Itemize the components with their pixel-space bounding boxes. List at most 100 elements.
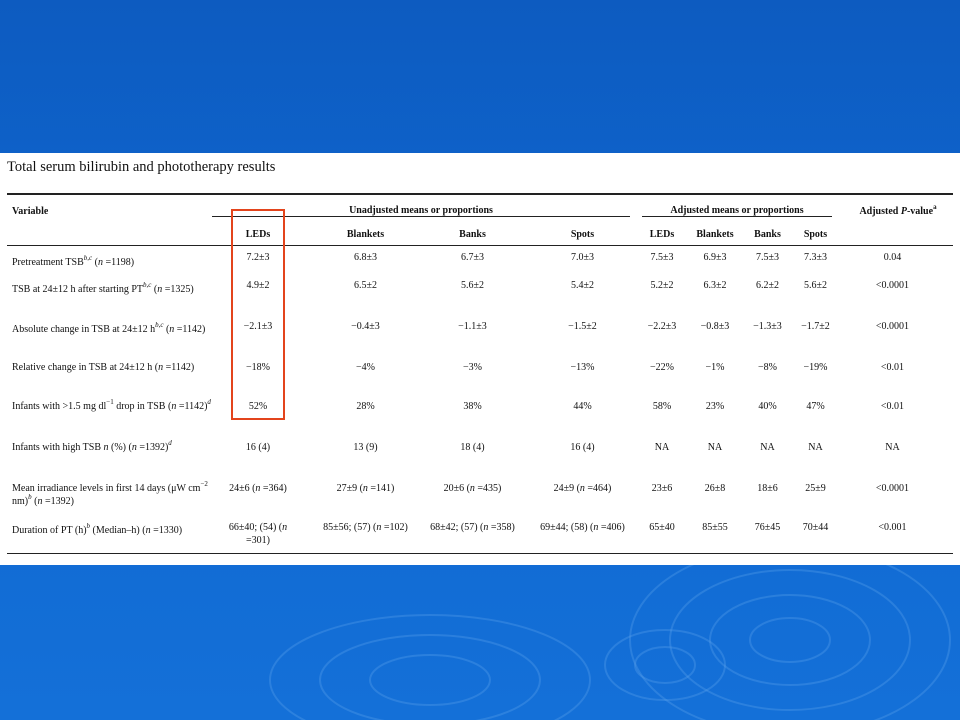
table-cell: NA bbox=[707, 442, 723, 453]
table-cell: 68±42; (57) (n =358) bbox=[430, 522, 515, 533]
table-cell: 18 (4) bbox=[460, 442, 485, 453]
table-cell-pvalue: 0.04 bbox=[883, 252, 902, 263]
header-unadj-blankets: Blankets bbox=[346, 229, 385, 240]
table-cell-pvalue: NA bbox=[885, 442, 900, 453]
top-rule bbox=[7, 193, 953, 195]
table-cell: −1.7±2 bbox=[801, 321, 830, 332]
table-cell: −1% bbox=[705, 362, 725, 373]
table-cell: 27±9 (n =141) bbox=[336, 483, 395, 494]
table-cell: −1.1±3 bbox=[458, 321, 487, 332]
table-cell: 52% bbox=[248, 401, 268, 412]
table-cell: 66±40; (54) (n =301) bbox=[228, 522, 288, 546]
table-cell: 5.2±2 bbox=[650, 280, 674, 291]
table-cell: −0.4±3 bbox=[351, 321, 380, 332]
table-cell: 16 (4) bbox=[245, 442, 271, 453]
table-cell: 16 (4) bbox=[570, 442, 595, 453]
table-cell: 28% bbox=[356, 401, 375, 412]
table-cell: −1.5±2 bbox=[568, 321, 597, 332]
table-cell: 20±6 (n =435) bbox=[443, 483, 502, 494]
table-cell: −13% bbox=[570, 362, 595, 373]
table-cell: 7.3±3 bbox=[804, 252, 827, 263]
row-label: Absolute change in TSB at 24±12 hb,c (n … bbox=[12, 321, 206, 336]
table-cell: 25±9 bbox=[805, 483, 826, 494]
table-cell: −8% bbox=[758, 362, 777, 373]
table-cell: 44% bbox=[573, 401, 592, 412]
table-cell: −18% bbox=[246, 362, 270, 373]
table-cell: 40% bbox=[758, 401, 777, 412]
row-label: Duration of PT (h)b (Median–h) (n =1330) bbox=[12, 522, 183, 537]
table-cell: NA bbox=[654, 442, 670, 453]
adjusted-group-rule bbox=[642, 216, 832, 217]
row-label: Infants with >1.5 mg dl−1 drop in TSB (n… bbox=[12, 398, 211, 413]
table-cell: 47% bbox=[806, 401, 825, 412]
table-cell: 13 (9) bbox=[353, 442, 378, 453]
header-unadj-leds: LEDs bbox=[245, 229, 271, 240]
table-cell-pvalue: <0.0001 bbox=[875, 321, 910, 332]
table-cell: 5.6±2 bbox=[461, 280, 484, 291]
header-bottom-rule bbox=[7, 245, 953, 246]
table-cell: NA bbox=[760, 442, 775, 453]
table-cell-pvalue: <0.0001 bbox=[875, 483, 910, 494]
table-cell: 7.0±3 bbox=[571, 252, 594, 263]
table-cell-pvalue: <0.001 bbox=[878, 522, 907, 533]
table-cell: 6.9±3 bbox=[703, 252, 727, 263]
header-variable: Variable bbox=[12, 206, 49, 217]
table-cell: 24±9 (n =464) bbox=[553, 483, 612, 494]
table-cell: −2.1±3 bbox=[243, 321, 273, 332]
table-cell: 6.2±2 bbox=[756, 280, 779, 291]
header-unadj-spots: Spots bbox=[570, 229, 595, 240]
table-cell: 18±6 bbox=[757, 483, 778, 494]
header-adjusted-group: Adjusted means or proportions bbox=[670, 205, 804, 216]
table-cell: 4.9±2 bbox=[246, 280, 270, 291]
table-cell: 7.5±3 bbox=[650, 252, 674, 263]
table-cell: −1.3±3 bbox=[753, 321, 782, 332]
table-cell: −2.2±3 bbox=[647, 321, 677, 332]
leds-column-highlight-box bbox=[231, 209, 285, 420]
table-cell-pvalue: <0.01 bbox=[880, 362, 905, 373]
table-cell: 5.4±2 bbox=[571, 280, 594, 291]
table-cell: −4% bbox=[356, 362, 375, 373]
row-label: Infants with high TSB n (%) (n =1392)d bbox=[12, 439, 172, 454]
header-pvalue: Adjusted P-valuea bbox=[859, 203, 937, 218]
row-label: Mean irradiance levels in first 14 days … bbox=[12, 480, 208, 508]
table-cell: 7.5±3 bbox=[756, 252, 779, 263]
table-cell: 38% bbox=[463, 401, 482, 412]
header-adj-banks: Banks bbox=[754, 229, 781, 240]
table-cell: 5.6±2 bbox=[804, 280, 827, 291]
table-caption: Total serum bilirubin and phototherapy r… bbox=[7, 159, 276, 175]
table-panel bbox=[0, 153, 960, 565]
table-cell: 85±55 bbox=[702, 522, 728, 533]
table-cell: 85±56; (57) (n =102) bbox=[323, 522, 408, 533]
row-label: TSB at 24±12 h after starting PTb,c (n =… bbox=[12, 281, 194, 296]
unadjusted-group-rule bbox=[212, 216, 630, 217]
header-unadjusted-group: Unadjusted means or proportions bbox=[349, 205, 493, 216]
header-unadj-banks: Banks bbox=[459, 229, 486, 240]
table-cell: NA bbox=[808, 442, 823, 453]
table-cell: 69±44; (58) (n =406) bbox=[540, 522, 625, 533]
table-cell: 26±8 bbox=[704, 483, 726, 494]
table-cell: −3% bbox=[463, 362, 482, 373]
table-cell: 24±6 (n =364) bbox=[229, 483, 287, 494]
table-cell: 23% bbox=[705, 401, 725, 412]
table-cell-pvalue: <0.01 bbox=[880, 401, 905, 412]
table-cell: 58% bbox=[652, 401, 672, 412]
table-cell: 6.8±3 bbox=[354, 252, 377, 263]
table-cell: 6.5±2 bbox=[354, 280, 377, 291]
table-cell: 6.3±2 bbox=[703, 280, 727, 291]
table-cell: 6.7±3 bbox=[461, 252, 484, 263]
header-adj-blankets: Blankets bbox=[696, 229, 734, 240]
bottom-rule bbox=[7, 553, 953, 554]
table-cell: 7.2±3 bbox=[246, 252, 270, 263]
header-adj-leds: LEDs bbox=[649, 229, 675, 240]
table-cell: −19% bbox=[803, 362, 828, 373]
row-label: Relative change in TSB at 24±12 h (n =11… bbox=[12, 362, 195, 373]
table-cell: 23±6 bbox=[651, 483, 673, 494]
table-cell: 70±44 bbox=[802, 522, 829, 533]
table-cell: 65±40 bbox=[649, 522, 675, 533]
row-label: Pretreatment TSBb,c (n =1198) bbox=[12, 254, 135, 269]
header-adj-spots: Spots bbox=[803, 229, 828, 240]
table-cell: 76±45 bbox=[754, 522, 781, 533]
table-cell-pvalue: <0.0001 bbox=[875, 280, 910, 291]
table-cell: −22% bbox=[650, 362, 674, 373]
